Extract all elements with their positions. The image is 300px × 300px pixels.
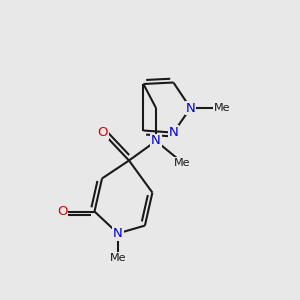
Text: O: O [98, 126, 108, 139]
Text: Me: Me [174, 158, 191, 168]
Text: N: N [113, 227, 123, 240]
Text: N: N [186, 101, 195, 115]
Text: Me: Me [110, 253, 126, 263]
Text: N: N [169, 126, 178, 139]
Text: Me: Me [214, 103, 230, 113]
Text: O: O [57, 205, 68, 218]
Text: N: N [151, 134, 161, 148]
